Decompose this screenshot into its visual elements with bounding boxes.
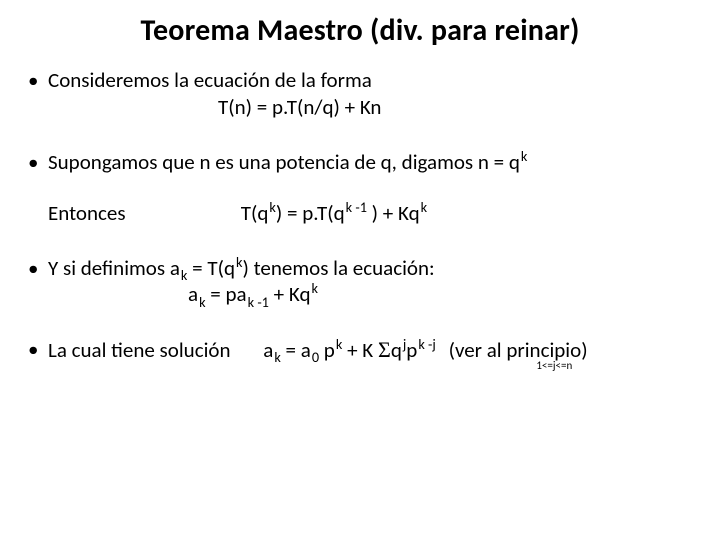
b3-eq-exp1: k xyxy=(310,279,318,297)
slide-title: Teorema Maestro (div. para reinar) xyxy=(28,12,692,49)
bullet-3-line1: Y si definimos ak = T(qk) tenemos la ecu… xyxy=(48,255,435,281)
bullet-list: Consideremos la ecuación de la forma T(n… xyxy=(28,67,692,364)
b4-eq-q: q xyxy=(391,337,402,363)
b3-eq-mid2: + Kq xyxy=(269,281,311,307)
b3-eq-a: a xyxy=(188,281,198,307)
bullet-2-text-a: Supongamos que n es una potencia de q, d… xyxy=(48,149,520,175)
bullet-4-eq: ak = a0 pk + K Σqjpk -j xyxy=(263,336,436,364)
b3-eq-sub2: k -1 xyxy=(247,293,269,311)
b3-eq-mid1: = pa xyxy=(206,281,247,307)
bullet-2-exp-a: k xyxy=(520,147,528,165)
bullet-2-entonces: Entonces xyxy=(48,200,236,227)
b3-text-b: = T(q xyxy=(187,255,235,281)
bullet-4: La cual tiene solución ak = a0 pk + K Σq… xyxy=(28,336,692,364)
bullet-4-text: La cual tiene solución xyxy=(48,337,231,364)
b2-eq-exp3: k xyxy=(420,198,428,216)
bullet-2-eq: T(qk) = p.T(qk -1 ) + Kqk xyxy=(241,200,427,227)
b4-eq-a: a xyxy=(263,337,273,363)
b4-eq-sub2: 0 xyxy=(311,348,319,366)
b3-text-a: Y si definimos a xyxy=(48,255,180,281)
b2-eq-exp1: k xyxy=(268,198,276,216)
bullet-2-entonces-row: Entonces T(qk) = p.T(qk -1 ) + Kqk xyxy=(48,200,692,227)
b2-eq-exp2: k -1 xyxy=(345,198,367,216)
b4-eq-sub1: k xyxy=(273,348,281,366)
bullet-1-text: Consideremos la ecuación de la forma xyxy=(48,67,372,93)
bullet-3: Y si definimos ak = T(qk) tenemos la ecu… xyxy=(28,255,692,309)
b3-eq-sub1: k xyxy=(198,293,206,311)
b4-eq-mid1: = a xyxy=(281,337,311,363)
bullet-2: Supongamos que n es una potencia de q, d… xyxy=(28,149,692,227)
b4-eq-expkj: k -j xyxy=(417,335,436,353)
bullet-1: Consideremos la ecuación de la forma T(n… xyxy=(28,67,692,121)
b4-eq-mid3: + K xyxy=(342,337,378,363)
bullet-2-text: Supongamos que n es una potencia de q, d… xyxy=(48,149,527,175)
bullet-3-eq: ak = pak -1 + Kqk xyxy=(48,281,692,308)
bullet-1-eq: T(n) = p.T(n/q) + Kn xyxy=(48,94,692,121)
b2-eq-mid1: ) = p.T(q xyxy=(276,200,345,226)
b4-eq-mid2: p xyxy=(319,337,335,363)
b4-eq-p: p xyxy=(406,337,417,363)
b3-text-c: ) tenemos la ecuación: xyxy=(243,255,435,281)
b2-eq-mid2: ) + Kq xyxy=(367,200,420,226)
sigma-icon: Σ xyxy=(378,337,391,362)
b3-exp-b: k xyxy=(235,253,243,271)
b2-eq-l: T(q xyxy=(241,200,269,226)
slide: Teorema Maestro (div. para reinar) Consi… xyxy=(0,0,720,540)
